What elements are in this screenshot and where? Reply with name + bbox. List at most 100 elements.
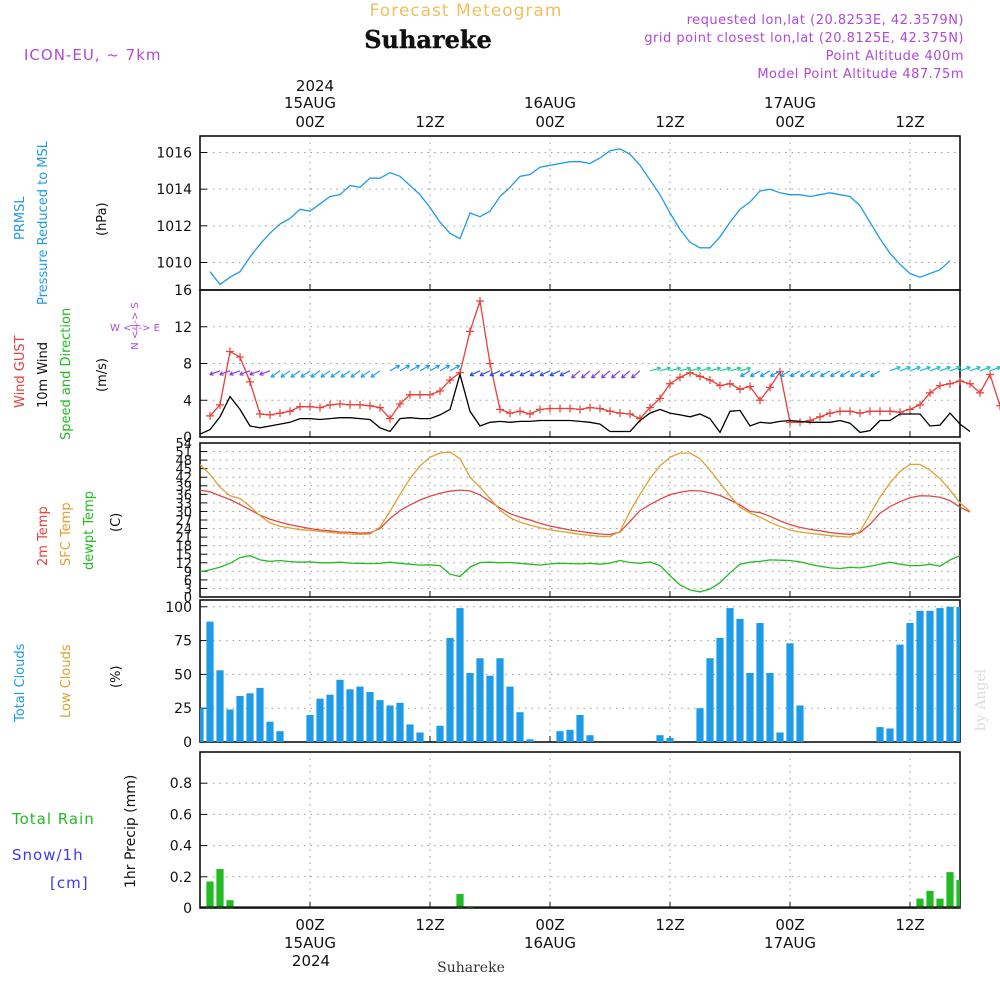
total-rain-bar — [916, 898, 924, 908]
top-year-label: 2024 — [296, 77, 334, 95]
temp-tick-label: 15 — [175, 548, 192, 563]
total-rain-bar — [206, 881, 214, 908]
temp-label-sfc: SFC Temp — [59, 502, 74, 566]
gust-marker — [516, 407, 524, 416]
gust-marker — [866, 407, 874, 416]
gust-marker — [556, 404, 564, 413]
wind-direction-arrow — [509, 370, 521, 377]
gust-marker — [666, 379, 674, 388]
wind-arrow-head — [425, 364, 431, 370]
gust-marker — [546, 404, 554, 413]
wind-direction-arrow — [750, 370, 761, 377]
wind-arrow-head — [789, 372, 795, 377]
gust-marker — [466, 327, 474, 336]
wind-direction-arrow — [270, 370, 281, 378]
precip-panel: 0 0.2 0.4 0.6 0.8 — [170, 751, 961, 917]
wind-arrow-head — [696, 366, 702, 372]
gust-marker — [746, 382, 754, 391]
wind-direction-arrow — [239, 370, 251, 376]
wind-direction-arrow — [529, 370, 541, 377]
total-clouds-bar — [256, 687, 264, 742]
model-label: ICON-EU, ~ 7km — [24, 46, 162, 64]
wind-arrow-head — [571, 373, 576, 379]
pressure-tick-label: 1010 — [156, 256, 192, 272]
pressure-tick-label: 1016 — [156, 146, 192, 162]
wind-direction-arrow — [969, 366, 981, 372]
gust-marker — [236, 353, 244, 362]
gust-marker — [906, 405, 914, 414]
footer-location: Suhareke — [437, 960, 505, 976]
wind-label-10m: 10m Wind — [36, 342, 51, 408]
wind-arrow-head — [936, 365, 941, 371]
gust-marker — [766, 383, 774, 392]
gust-marker — [736, 385, 744, 394]
wind-arrow-head — [395, 364, 401, 370]
gust-marker — [576, 405, 584, 414]
temp-tick-label: 6 — [184, 574, 192, 589]
wind-arrow-head — [686, 366, 692, 372]
gust-marker — [246, 377, 254, 386]
gust-marker — [696, 372, 704, 381]
gust-marker — [686, 368, 694, 377]
wind-arrow-head — [716, 366, 722, 372]
total-clouds-bar — [776, 732, 784, 742]
gust-marker — [326, 400, 334, 409]
gust-marker — [436, 387, 444, 396]
total-clouds-bar — [396, 702, 404, 742]
gust-marker — [496, 405, 504, 414]
gust-marker — [676, 373, 684, 382]
top-date-label: 15AUG — [284, 94, 336, 112]
wind-arrow-head — [310, 373, 316, 378]
temp-tick-label: 30 — [175, 505, 192, 520]
wind-arrow-head — [350, 373, 356, 378]
gust-marker — [946, 379, 954, 388]
gust-marker — [506, 409, 514, 418]
wind-direction-arrow — [360, 370, 371, 378]
gust-marker — [586, 403, 594, 412]
wind-arrow-head — [859, 372, 865, 377]
precip-unit: 1hr Precip (mm) — [123, 775, 139, 888]
wind-direction-arrow — [929, 366, 941, 372]
temp-tick-label: 39 — [175, 480, 192, 495]
temp-tick-label: 3 — [184, 582, 192, 597]
wind-direction-arrow — [409, 364, 420, 372]
wind-arrow-head — [445, 364, 451, 370]
wind-arrow-head — [549, 371, 555, 377]
gust-marker — [276, 409, 284, 418]
gust-marker — [226, 347, 234, 356]
wind-arrow-head — [946, 365, 951, 371]
wind-arrow-head — [469, 371, 475, 377]
temp-tick-label: 48 — [175, 454, 192, 469]
bottom-hour-label: 12Z — [415, 916, 444, 934]
wind-arrow-head — [726, 366, 732, 372]
wind-direction-arrow — [860, 370, 871, 377]
wind-arrow-head — [676, 366, 682, 372]
wind-tick-label: 12 — [174, 320, 192, 336]
temp-label-dewpt: dewpt Temp — [82, 491, 97, 570]
gust-marker — [836, 407, 844, 416]
gust-marker — [916, 400, 924, 409]
total-clouds-bar — [736, 618, 744, 742]
total-clouds-bar — [556, 731, 564, 742]
gust-marker — [936, 381, 944, 390]
wind-direction-arrow — [699, 367, 711, 372]
wind-arrow-head — [869, 372, 875, 377]
wind-direction-arrow — [559, 370, 571, 377]
total-rain-bar — [216, 869, 224, 908]
wind-direction-arrow — [571, 370, 581, 379]
total-rain-bar — [456, 894, 464, 908]
requested-coords: requested lon,lat (20.8253E, 42.3579N) — [687, 13, 964, 28]
wind-direction-arrow — [209, 370, 221, 376]
gust-marker — [376, 403, 384, 412]
total-clouds-bar — [216, 670, 224, 742]
wind-tick-label: 4 — [183, 393, 192, 409]
total-rain-bar — [926, 890, 934, 908]
wind-arrow-head — [956, 365, 961, 371]
wind-direction-arrow — [820, 370, 831, 377]
gust-marker — [956, 376, 964, 385]
wind-direction-arrow — [659, 367, 671, 372]
total-clouds-bar — [926, 610, 934, 742]
gust-marker — [346, 400, 354, 409]
